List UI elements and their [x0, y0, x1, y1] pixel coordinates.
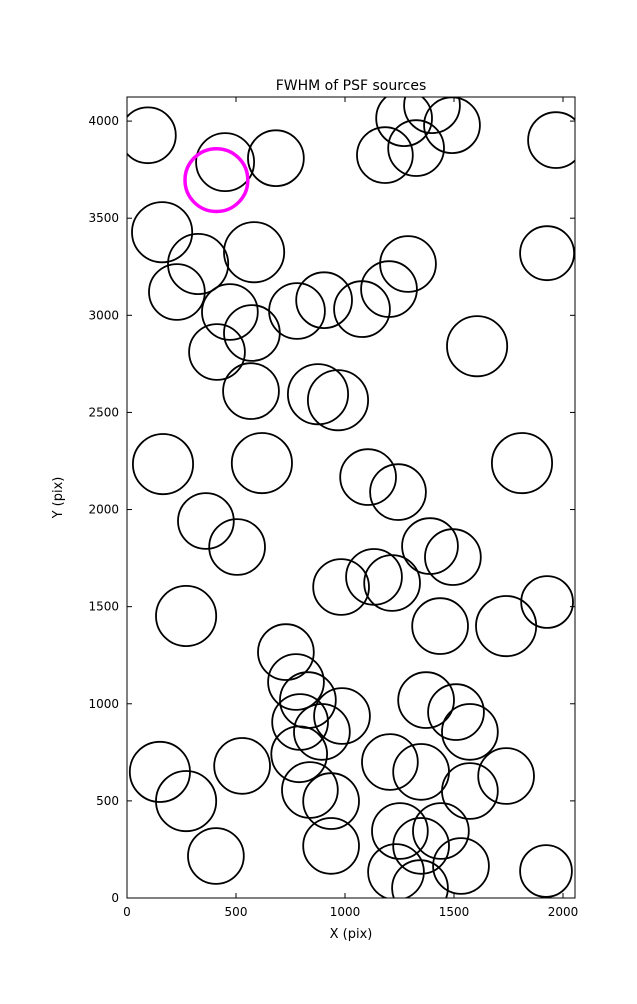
psf-circle	[356, 126, 414, 184]
tick-labels-layer: 0 500 1000 1500 2000 0 500 1000 1500 2000 2500 3000…	[88, 114, 578, 919]
y-tick-label: 3500	[88, 211, 119, 225]
psf-circle	[302, 817, 360, 875]
y-tick-label: 2000	[88, 503, 119, 517]
psf-circle	[155, 770, 218, 833]
psf-circle	[187, 827, 245, 885]
psf-circle	[270, 725, 329, 784]
psf-circle	[371, 802, 429, 860]
y-tick-label: 0	[111, 891, 119, 905]
psf-circle	[363, 554, 421, 612]
psf-circle	[230, 432, 293, 495]
psf-circle	[527, 111, 575, 169]
psf-circle	[392, 743, 450, 801]
psf-circle	[401, 517, 459, 575]
psf-circle	[367, 843, 425, 898]
psf-circle	[520, 575, 574, 629]
psf-circle	[188, 323, 246, 381]
psf-circle	[155, 585, 218, 648]
y-tick-label: 500	[96, 794, 119, 808]
psf-circle	[267, 653, 325, 711]
psf-circle	[490, 432, 553, 495]
psf-circle	[167, 232, 230, 295]
psf-circle	[148, 263, 206, 321]
y-tick-label: 1500	[88, 600, 119, 614]
psf-circle	[369, 463, 427, 521]
psf-circle	[302, 772, 360, 830]
ticks-layer	[126, 97, 575, 899]
psf-circle	[424, 528, 482, 586]
y-tick-label: 4000	[88, 114, 119, 128]
psf-circle	[268, 282, 326, 340]
circles-layer	[127, 97, 575, 898]
psf-circle	[446, 315, 509, 378]
psf-circle	[441, 762, 499, 820]
psf-circle	[286, 363, 349, 426]
psf-circle	[345, 548, 403, 606]
x-tick-label: 500	[225, 905, 248, 919]
y-tick-label: 1000	[88, 697, 119, 711]
psf-circle	[295, 271, 353, 330]
psf-circle	[131, 201, 194, 264]
psf-circle	[391, 859, 449, 898]
chart-title: FWHM of PSF sources	[276, 78, 427, 94]
psf-circle	[392, 817, 450, 875]
psf-circle	[293, 703, 351, 761]
psf-circle	[257, 623, 315, 681]
x-axis-label: X (pix)	[330, 927, 373, 942]
psf-circle	[312, 558, 370, 616]
psf-circle	[519, 844, 573, 898]
psf-circle	[131, 433, 194, 496]
psf-circle	[223, 304, 281, 362]
psf-circle	[313, 687, 371, 745]
x-tick-label: 0	[123, 905, 131, 919]
psf-circle	[127, 106, 177, 165]
psf-circle	[361, 733, 419, 791]
psf-circle	[177, 492, 235, 550]
psf-circle	[427, 683, 485, 741]
psf-circle	[281, 761, 339, 819]
psf-circle	[519, 225, 575, 282]
psf-circle	[208, 518, 266, 576]
psf-circle	[213, 737, 271, 795]
psf-circle	[432, 837, 490, 895]
axes-frame	[126, 96, 576, 899]
y-tick-label: 2500	[88, 405, 119, 419]
psf-circle	[201, 283, 259, 341]
y-axis-label: Y (pix)	[51, 477, 66, 520]
y-tick-label: 3000	[88, 308, 119, 322]
psf-circle	[222, 362, 280, 420]
psf-circle	[379, 235, 437, 293]
psf-circle	[306, 369, 369, 432]
x-tick-label: 1500	[439, 905, 470, 919]
psf-circle	[387, 119, 445, 177]
psf-circle	[223, 221, 286, 284]
psf-circle	[339, 448, 397, 506]
psf-circle	[477, 747, 535, 805]
psf-circle	[247, 129, 305, 188]
psf-circle	[397, 671, 455, 729]
x-tick-label: 1000	[330, 905, 361, 919]
psf-circle	[412, 802, 470, 860]
psf-circle	[475, 595, 538, 658]
psf-circle	[403, 97, 461, 134]
highlighted-psf-circle	[183, 146, 250, 214]
psf-circle	[411, 597, 469, 655]
psf-circle	[360, 260, 418, 318]
x-tick-label: 2000	[548, 905, 579, 919]
psf-circle	[375, 97, 433, 147]
psf-circle	[195, 132, 256, 193]
psf-circle	[271, 693, 329, 751]
psf-circle	[441, 703, 499, 761]
